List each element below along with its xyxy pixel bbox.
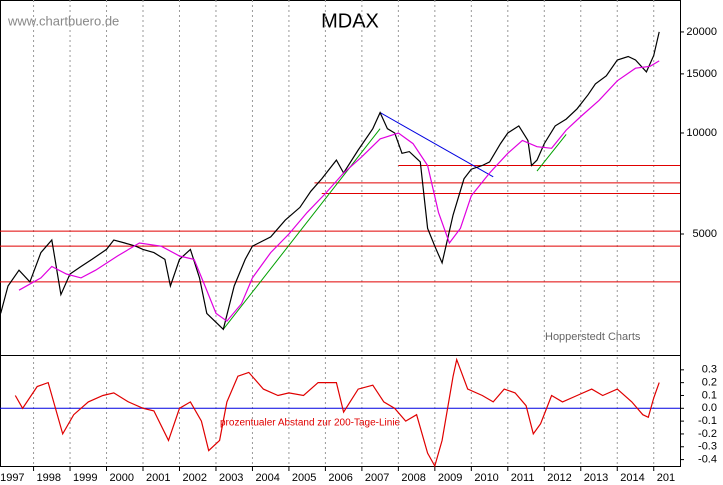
trend-line: [536, 134, 567, 172]
series-line: [18, 60, 660, 322]
frame: [0, 0, 681, 467]
y-tick-label: 20000: [686, 26, 717, 38]
y-tick-label: 0.0: [702, 402, 717, 414]
x-tick-label: 2004: [255, 472, 279, 484]
x-tick-label: 2006: [328, 472, 352, 484]
x-tick-label: 2001: [146, 472, 170, 484]
x-tick-label: 2002: [182, 472, 206, 484]
x-tick-label: 1998: [37, 472, 61, 484]
credit: Hopperstedt Charts: [545, 331, 641, 343]
y-tick-label: 5000: [693, 228, 717, 240]
y-tick-label: -0.4: [698, 453, 717, 465]
source: www.chartbuero.de: [7, 13, 119, 28]
y-tick-label: 15000: [686, 68, 717, 80]
x-tick-label: 2010: [474, 472, 498, 484]
x-tick-label: 2005: [292, 472, 316, 484]
x-tick-label: 2012: [547, 472, 571, 484]
x-tick-label: 2014: [620, 472, 644, 484]
x-tick-label: 2003: [219, 472, 243, 484]
y-tick-label: -0.1: [698, 415, 717, 427]
x-tick-label: 2000: [110, 472, 134, 484]
x-tick-label: 2008: [401, 472, 425, 484]
x-tick-label: 2011: [511, 472, 535, 484]
x-tick-label: 2009: [438, 472, 462, 484]
x-tick-label: 2007: [365, 472, 389, 484]
y-tick-label: 0.3: [702, 364, 717, 376]
annotation: prozentualer Abstand zur 200-Tage-Linie: [220, 418, 401, 429]
y-tick-label: 0.1: [702, 389, 717, 401]
x-tick-label: 1999: [73, 472, 97, 484]
series-line: [0, 31, 660, 331]
y-tick-label: 10000: [686, 127, 717, 139]
y-tick-label: -0.3: [698, 441, 717, 453]
trend-line: [379, 112, 494, 178]
trend-line: [222, 128, 381, 330]
series-line: [14, 357, 660, 468]
x-tick-label: 1997: [0, 472, 24, 484]
y-tick-label: 0.2: [702, 377, 717, 389]
y-tick-label: -0.2: [698, 428, 717, 440]
chart-title: MDAX: [321, 10, 379, 32]
x-tick-label: 2013: [584, 472, 608, 484]
x-tick-label: 201: [657, 472, 675, 484]
